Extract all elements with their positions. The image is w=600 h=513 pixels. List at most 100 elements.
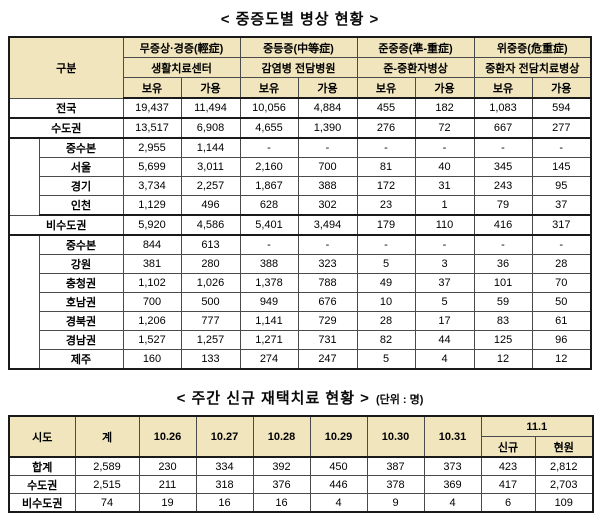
table-cell: 302 <box>297 195 358 216</box>
table-cell: 12 <box>531 349 592 370</box>
table-cell: 2,955 <box>122 137 182 158</box>
table-cell: 318 <box>195 475 254 494</box>
table-cell: 1,527 <box>122 330 182 350</box>
row-label: 호남권 <box>38 292 124 312</box>
table-cell: 5,920 <box>122 214 182 236</box>
table-cell: 345 <box>473 157 533 177</box>
row-label: 경남권 <box>38 330 124 350</box>
table-cell: 844 <box>122 234 182 255</box>
table-cell: 28 <box>356 311 416 331</box>
header-row-measures: 보유 가용 보유 가용 보유 가용 보유 가용 <box>9 77 592 99</box>
table-cell: 247 <box>297 349 358 370</box>
date-header: 10.31 <box>423 415 482 458</box>
table-cell: 28 <box>531 254 592 274</box>
table-cell: 5,699 <box>122 157 182 177</box>
table-cell: 1,141 <box>239 311 299 331</box>
col-group-facility: 생활치료센터 <box>122 57 241 78</box>
table-cell: 1,026 <box>180 273 241 293</box>
date-header: 10.28 <box>252 415 311 458</box>
table-cell: 378 <box>366 475 425 494</box>
header-row: 시도 계 10.26 10.27 10.28 10.29 10.30 10.31… <box>8 415 594 458</box>
table-cell: 369 <box>423 475 482 494</box>
table-cell: 450 <box>309 456 368 476</box>
measure-header: 보유 <box>239 77 299 99</box>
table-cell: 1,390 <box>297 117 358 139</box>
table-cell: 4 <box>423 493 482 513</box>
table-cell: 416 <box>473 214 533 236</box>
unit-label: (단위 : 명) <box>375 394 424 406</box>
table-cell: 82 <box>356 330 416 350</box>
table-cell: 1,129 <box>122 195 182 216</box>
row-label: 비수도권 <box>8 214 124 236</box>
table-row-sub: 중수본 844 613 - - - - - - <box>8 234 592 370</box>
table-row-sub: 강원 381 280 388 323 5 3 36 28 <box>9 254 592 274</box>
table-cell: 9 <box>366 493 425 513</box>
row-label: 충청권 <box>38 273 124 293</box>
home-care-title-row: < 주간 신규 재택치료 현황 > (단위 : 명) <box>0 387 600 408</box>
header-row-facility: 생활치료센터 감염병 전담병원 준-중환자병상 중환자 전담치료병상 <box>9 57 592 78</box>
indent-cell <box>8 137 40 216</box>
table-cell: 96 <box>531 330 592 350</box>
table-cell: 101 <box>473 273 533 293</box>
table-row-sub: 충청권 1,102 1,026 1,378 788 49 37 101 70 <box>9 273 592 293</box>
row-label: 합계 <box>8 456 76 476</box>
measure-header: 가용 <box>531 77 592 99</box>
table-cell: 10 <box>356 292 416 312</box>
table-cell: 72 <box>414 117 475 139</box>
table-cell: 95 <box>531 176 592 196</box>
table-cell: 79 <box>473 195 533 216</box>
header-row-severity: 구분 무증상·경증(輕症) 중등증(中等症) 준중증(準-重症) 위중증(危重症… <box>8 36 592 99</box>
table-row-total: 전국 19,437 11,494 10,056 4,884 455 182 1,… <box>8 97 592 119</box>
row-label: 서울 <box>38 157 124 177</box>
table-cell: 700 <box>122 292 182 312</box>
row-label: 강원 <box>38 254 124 274</box>
table-cell: - <box>297 234 358 255</box>
measure-header: 보유 <box>473 77 533 99</box>
col-group-facility: 감염병 전담병원 <box>239 57 358 78</box>
row-label: 수도권 <box>8 117 124 139</box>
table-cell: 5 <box>356 349 416 370</box>
date-header: 10.27 <box>195 415 254 458</box>
table-cell: - <box>239 137 299 158</box>
home-care-title: < 주간 신규 재택치료 현황 > <box>176 390 370 407</box>
table-cell: 4,884 <box>297 97 358 119</box>
table-cell: 11,494 <box>180 97 241 119</box>
date-header: 10.26 <box>138 415 197 458</box>
bed-table-title: < 중증도별 병상 현황 > <box>220 11 380 28</box>
table-cell: 496 <box>180 195 241 216</box>
table-row-sub: 서울 5,699 3,011 2,160 700 81 40 345 145 <box>9 157 592 177</box>
table-cell: 276 <box>356 117 416 139</box>
row-label: 제주 <box>38 349 124 370</box>
table-row: 합계 2,589 230 334 392 450 387 373 423 2,8… <box>8 456 594 476</box>
table-cell: 334 <box>195 456 254 476</box>
table-cell: 2,703 <box>534 475 594 494</box>
row-label: 전국 <box>8 97 124 119</box>
table-cell: 6 <box>480 493 536 513</box>
table-cell: 10,056 <box>239 97 299 119</box>
row-label: 중수본 <box>38 137 124 158</box>
table-cell: 373 <box>423 456 482 476</box>
measure-header: 보유 <box>356 77 416 99</box>
table-cell: 5 <box>356 254 416 274</box>
measure-header: 가용 <box>180 77 241 99</box>
measure-header: 보유 <box>122 77 182 99</box>
table-cell: 109 <box>534 493 594 513</box>
table-row-capital: 수도권 13,517 6,908 4,655 1,390 276 72 667 … <box>8 117 592 139</box>
table-row-sub: 경북권 1,206 777 1,141 729 28 17 83 61 <box>9 311 592 331</box>
table-cell: 387 <box>366 456 425 476</box>
table-cell: 777 <box>180 311 241 331</box>
table-cell: - <box>356 137 416 158</box>
table-cell: - <box>473 234 533 255</box>
col-group-severity: 준중증(準-重症) <box>356 36 475 58</box>
table-cell: 3,011 <box>180 157 241 177</box>
table-cell: 388 <box>239 254 299 274</box>
table-cell: 145 <box>531 157 592 177</box>
table-cell: 731 <box>297 330 358 350</box>
table-cell: 2,257 <box>180 176 241 196</box>
table-cell: 110 <box>414 214 475 236</box>
row-label: 경북권 <box>38 311 124 331</box>
home-care-table: 시도 계 10.26 10.27 10.28 10.29 10.30 10.31… <box>8 415 594 513</box>
table-cell: 36 <box>473 254 533 274</box>
table-cell: 40 <box>414 157 475 177</box>
table-row-sub: 인천 1,129 496 628 302 23 1 79 37 <box>9 195 592 216</box>
